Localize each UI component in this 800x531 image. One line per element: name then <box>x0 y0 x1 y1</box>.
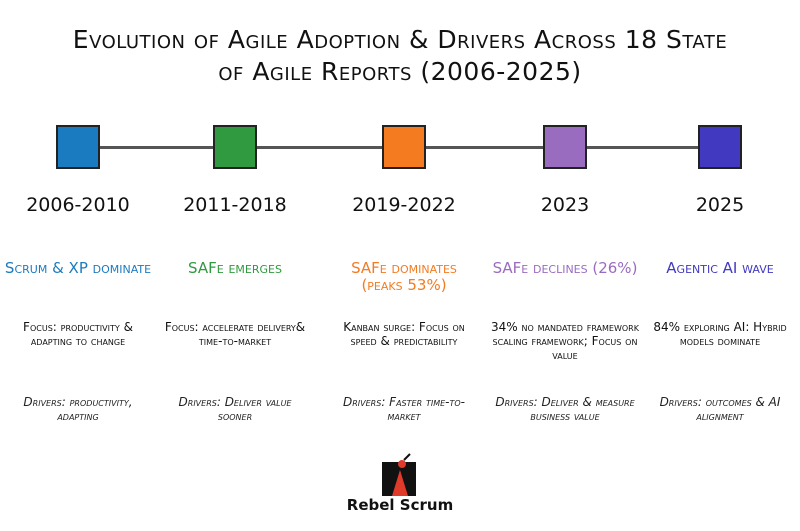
title: Evolution of Agile Adoption & Drivers Ac… <box>72 25 728 86</box>
period-focus: Kanban surge: Focus on speed & predictab… <box>343 320 465 348</box>
milestone-square <box>698 125 742 169</box>
period-focus: Focus: productivity & adapting to change <box>23 320 133 348</box>
period-focus: 34% no mandated framework scaling framew… <box>490 320 639 362</box>
period-headline: SAFe declines (26%) <box>492 259 638 277</box>
period-focus: Focus: accelerate delivery& time-to-mark… <box>164 320 306 348</box>
period-headline: Scrum & XP dominate <box>4 259 152 277</box>
period-years: 2019-2022 <box>352 194 456 216</box>
milestone-square <box>543 125 587 169</box>
period-drivers: Drivers: Deliver value sooner <box>178 395 292 423</box>
logo <box>382 453 416 496</box>
period-focus: 84% exploring AI: Hybrid models dominate <box>653 320 787 348</box>
period-headline: SAFe emerges <box>188 259 282 277</box>
period-headline: SAFe dominates (peaks 53%) <box>351 259 457 294</box>
milestone-square <box>56 125 100 169</box>
milestone-square <box>382 125 426 169</box>
period-years: 2011-2018 <box>183 194 287 216</box>
period-headline: Agentic AI wave <box>666 259 774 277</box>
period-years: 2006-2010 <box>26 194 130 216</box>
period-drivers: Drivers: outcomes & AI alignment <box>659 395 781 423</box>
brand: Rebel Scrum <box>346 496 454 514</box>
period-years: 2025 <box>695 194 745 216</box>
period-drivers: Drivers: Deliver & measure business valu… <box>495 395 635 423</box>
period-years: 2023 <box>540 194 590 216</box>
milestone-square <box>213 125 257 169</box>
period-drivers: Drivers: productivity, adapting <box>23 395 133 423</box>
period-drivers: Drivers: Faster time-to-market <box>343 395 465 423</box>
